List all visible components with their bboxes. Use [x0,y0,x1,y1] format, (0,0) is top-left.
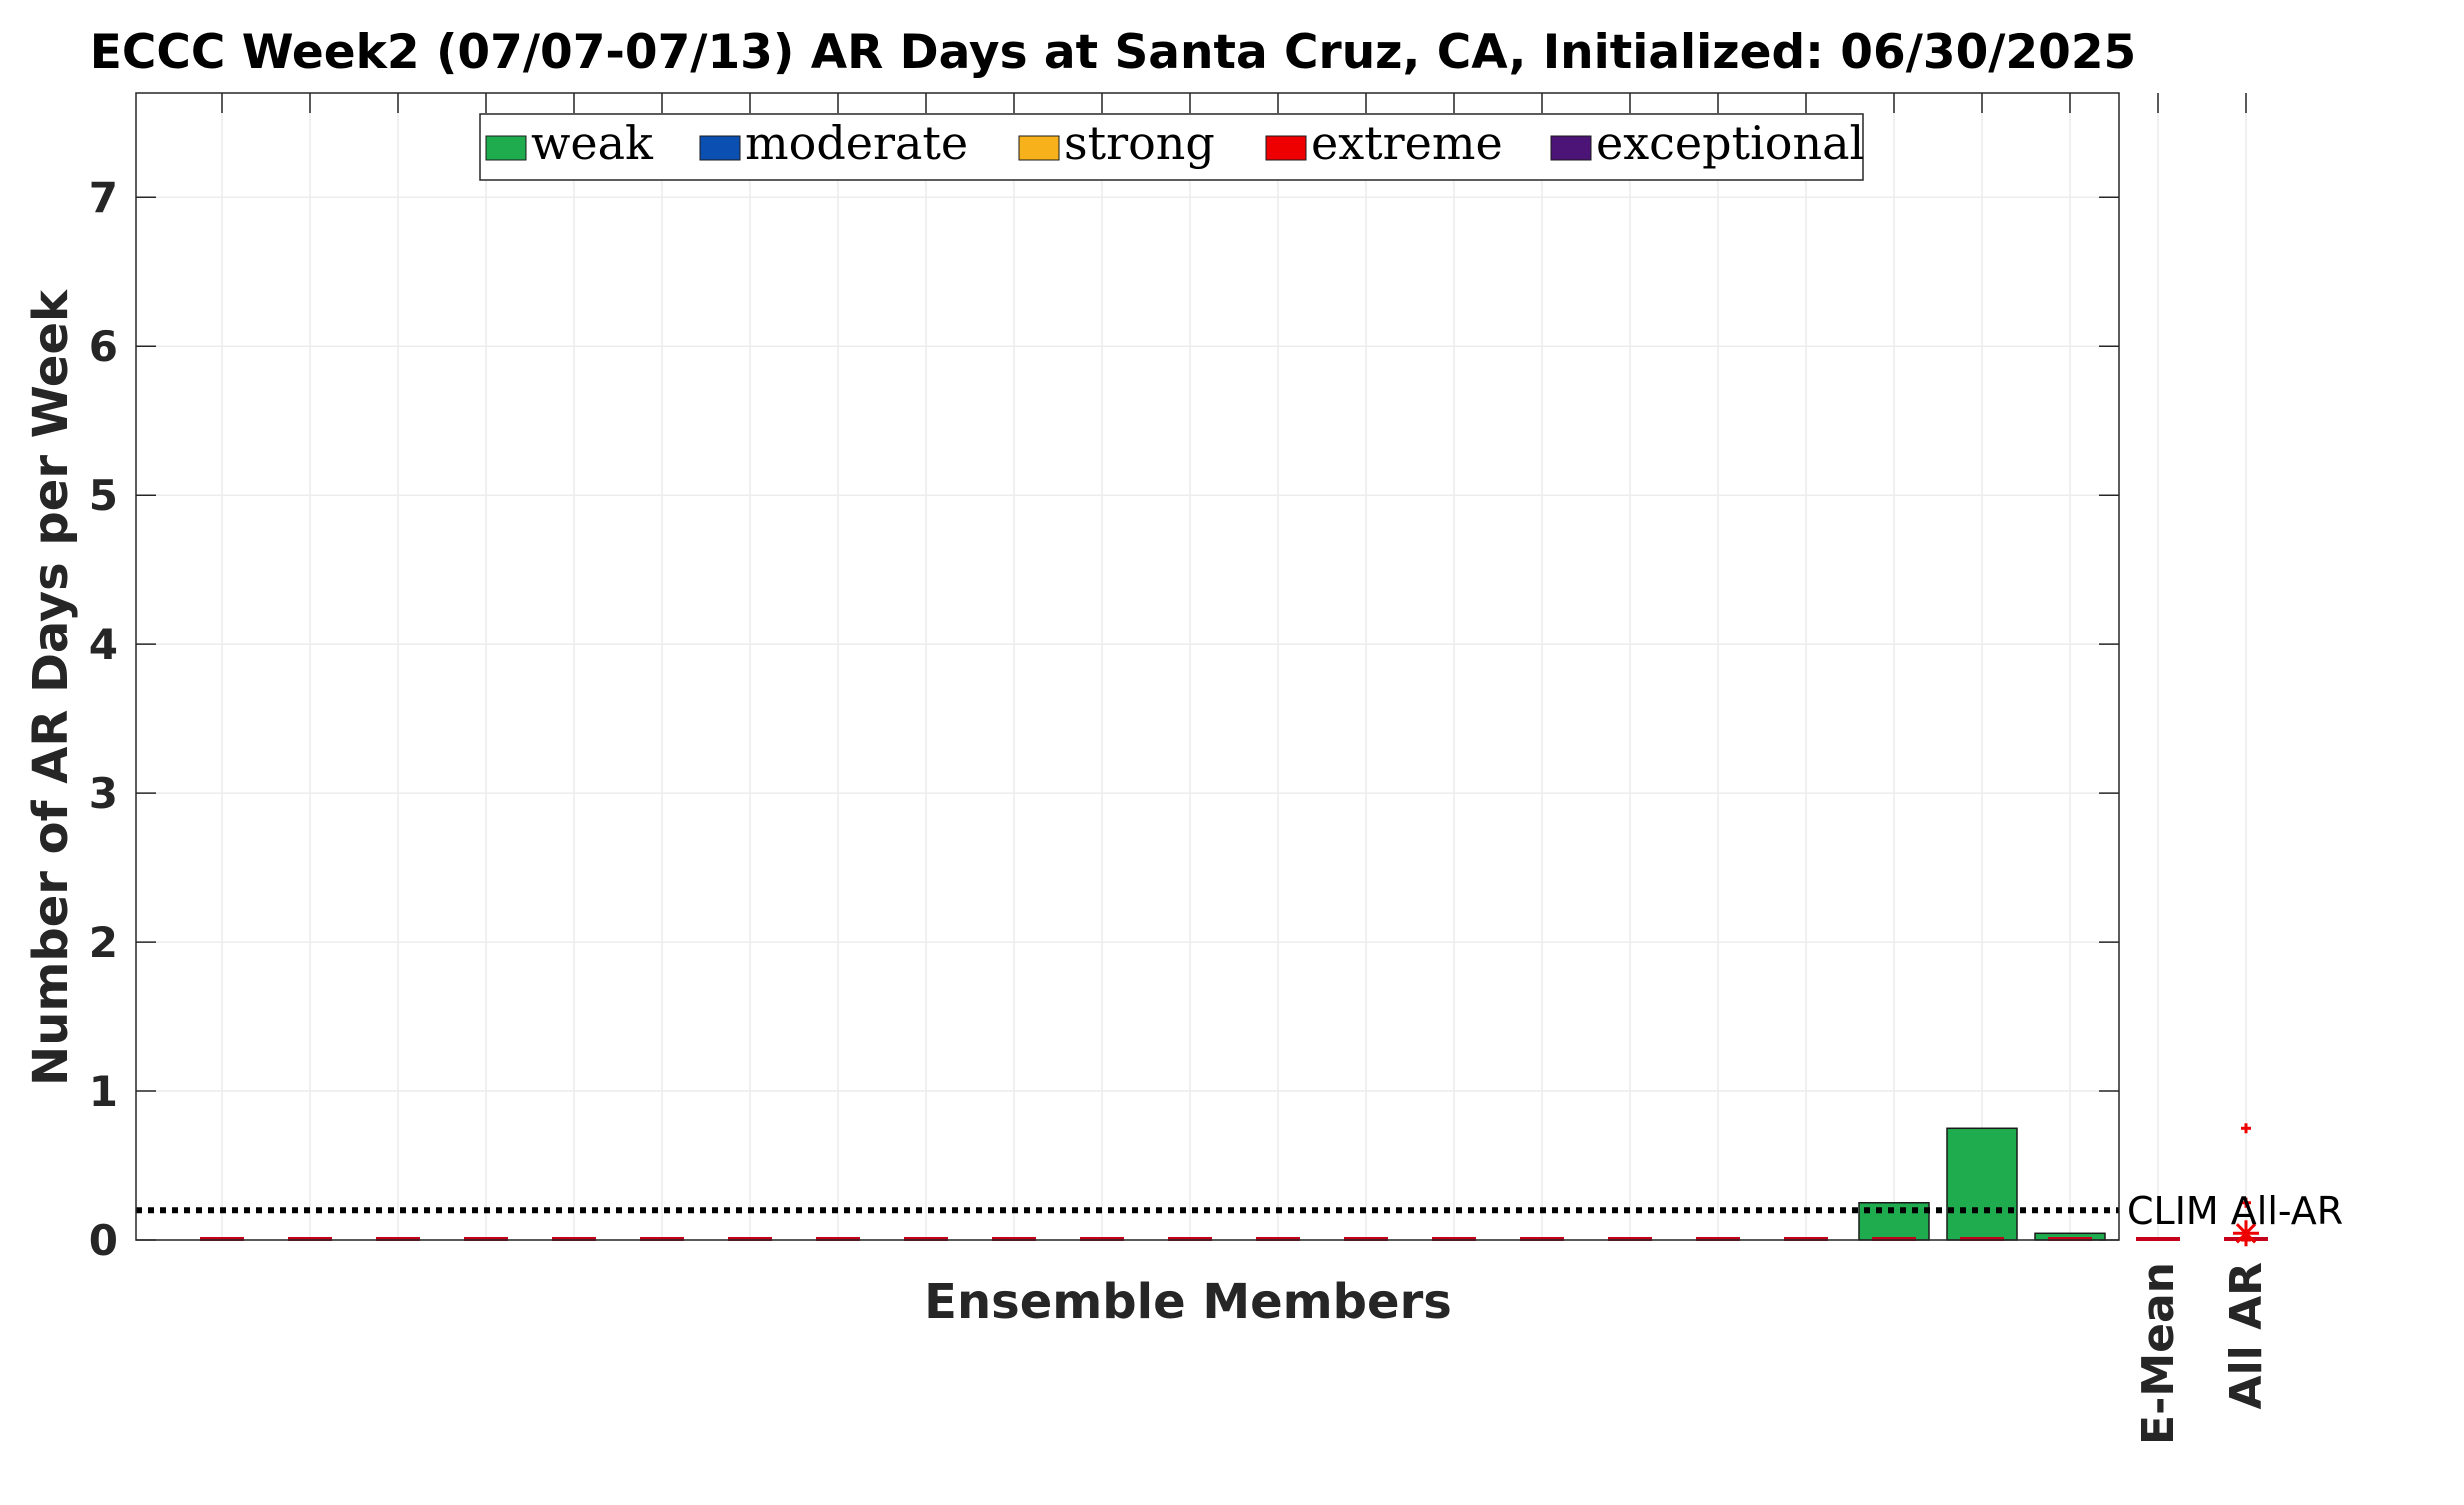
category-labels: E-Mean All AR [2133,1262,2272,1445]
clim-label: CLIM All-AR [2127,1189,2343,1233]
clim-line-group: CLIM All-AR [136,1189,2343,1233]
y-tick-label: 7 [89,173,118,222]
y-tick-label: 3 [89,769,118,818]
grid-lines [136,93,2247,1241]
y-tick-label: 0 [89,1216,118,1265]
legend-swatch-weak [485,135,527,161]
y-tick-label: 4 [89,620,118,669]
category-label: E-Mean [2133,1262,2184,1445]
legend-swatch-moderate [699,135,741,161]
x-axis-label: Ensemble Members [924,1274,1452,1330]
legend-label-moderate: moderate [745,116,968,170]
plot-area-border [135,92,2120,1241]
legend-swatch-exceptional [1550,135,1592,161]
legend-swatch-strong [1018,135,1060,161]
y-tick-label: 5 [89,471,118,520]
y-tick-label: 2 [89,918,118,967]
legend: weak moderate strong extreme exceptional [479,113,1864,181]
y-axis-label: Number of AR Days per Week [23,289,79,1086]
y-tick-label: 1 [89,1067,118,1116]
legend-label-exceptional: exceptional [1596,116,1864,170]
legend-label-extreme: extreme [1311,116,1503,170]
axis-ticks [136,93,2247,1241]
all-ar-points [2233,1123,2259,1247]
legend-swatch-extreme [1265,135,1307,161]
bars [1858,1127,2106,1241]
legend-label-strong: strong [1064,116,1215,170]
category-label: All AR [2221,1262,2272,1409]
all-ar-mean-star [2235,1223,2257,1244]
chart-title: ECCC Week2 (07/07-07/13) AR Days at Sant… [90,25,2137,80]
legend-label-weak: weak [531,116,654,170]
y-tick-label: 6 [89,322,118,371]
bar-weak [1946,1127,2018,1241]
y-tick-labels: 0 1 2 3 4 5 6 7 [89,173,118,1265]
